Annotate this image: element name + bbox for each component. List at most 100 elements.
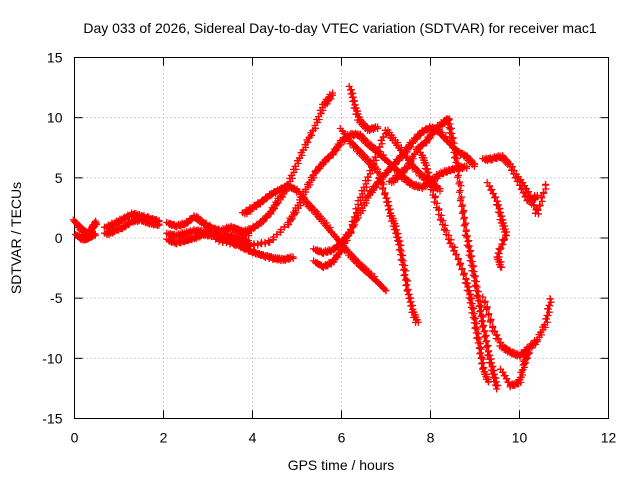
- data-point: [402, 282, 410, 290]
- y-tick-label: 0: [55, 230, 63, 246]
- data-point: [238, 242, 246, 250]
- x-tick-label: 2: [160, 430, 168, 446]
- data-point: [402, 267, 410, 275]
- data-point: [329, 89, 337, 97]
- data-point: [265, 237, 273, 245]
- data-point: [92, 217, 100, 225]
- data-point: [436, 187, 444, 195]
- data-point: [350, 213, 358, 221]
- data-point: [486, 318, 494, 326]
- y-tick-labels: -15 -10 -5 0 5 10 15: [42, 50, 62, 427]
- data-point: [481, 333, 489, 341]
- data-point: [498, 216, 506, 224]
- data-point: [291, 162, 299, 170]
- data-point: [93, 220, 101, 228]
- data-point: [489, 367, 497, 375]
- data-point: [497, 212, 505, 220]
- data-point: [473, 325, 481, 333]
- data-point: [476, 308, 484, 316]
- data-point: [445, 116, 453, 124]
- data-point: [155, 220, 163, 228]
- data-point: [545, 308, 553, 316]
- data-point: [246, 242, 254, 250]
- data-point: [488, 363, 496, 371]
- data-point: [467, 253, 475, 261]
- data-point: [375, 174, 383, 182]
- data-point: [455, 167, 463, 175]
- data-point: [449, 134, 457, 142]
- data-point: [537, 193, 545, 201]
- data-point: [466, 291, 474, 299]
- data-point: [542, 180, 550, 188]
- data-point: [399, 257, 407, 265]
- x-tick-label: 6: [338, 430, 346, 446]
- data-point: [479, 323, 487, 331]
- data-point: [466, 247, 474, 255]
- data-point: [470, 162, 478, 170]
- data-point: [479, 355, 487, 363]
- series-pass-late-d: [497, 349, 533, 391]
- x-tick-label: 12: [601, 430, 617, 446]
- data-point: [469, 305, 477, 313]
- data-point: [533, 191, 541, 199]
- data-point: [464, 243, 472, 251]
- data-point: [477, 303, 485, 311]
- data-point: [534, 206, 542, 214]
- data-point: [482, 306, 490, 314]
- data-point: [454, 255, 462, 263]
- data-point: [471, 272, 479, 280]
- series-pass-evening-b: [385, 115, 502, 393]
- data-point: [426, 176, 434, 184]
- data-point: [451, 145, 459, 153]
- data-point: [482, 343, 490, 351]
- data-point: [497, 263, 504, 271]
- data-point: [458, 209, 466, 217]
- data-point: [347, 225, 355, 233]
- data-point: [469, 263, 477, 271]
- data-point: [452, 251, 460, 259]
- y-tick-label: -5: [50, 290, 63, 306]
- data-point: [261, 240, 269, 248]
- data-point: [379, 185, 387, 193]
- data-point: [543, 318, 551, 326]
- data-point: [371, 153, 379, 161]
- data-point: [473, 283, 481, 291]
- series-pass-after-c: [336, 125, 422, 326]
- data-point: [500, 236, 508, 244]
- series-pass-morning-b: [100, 215, 163, 239]
- data-point: [547, 298, 555, 306]
- data-point: [484, 378, 492, 386]
- series-pass-late-a: [479, 152, 541, 206]
- y-tick-label: 15: [47, 50, 63, 66]
- data-point: [467, 247, 475, 255]
- data-point: [478, 360, 486, 368]
- data-point: [447, 125, 455, 133]
- data-point: [500, 222, 508, 230]
- data-point: [481, 299, 489, 307]
- data-point: [461, 220, 469, 228]
- data-point: [546, 295, 554, 303]
- data-point: [391, 222, 399, 230]
- data-point: [458, 202, 466, 210]
- y-tick-label: 10: [47, 110, 63, 126]
- series-pass-late-c: [479, 293, 555, 361]
- data-point: [477, 345, 485, 353]
- chart-title: Day 033 of 2026, Sidereal Day-to-day VTE…: [83, 20, 596, 36]
- y-axis-label: SDTVAR / TECUs: [8, 182, 24, 294]
- data-point: [496, 245, 504, 253]
- data-point: [467, 295, 475, 303]
- data-point: [460, 215, 468, 223]
- series-pass-evening-c: [416, 149, 493, 386]
- data-point: [491, 374, 499, 382]
- data-point: [479, 313, 487, 321]
- x-axis-label: GPS time / hours: [288, 457, 395, 473]
- data-point: [475, 335, 483, 343]
- data-point: [459, 271, 467, 279]
- series-pass-evening-a: [345, 82, 382, 134]
- data-point: [456, 197, 464, 205]
- data-point: [530, 202, 538, 210]
- data-point: [493, 385, 501, 393]
- data-point: [503, 232, 511, 240]
- series-pass-early-b: [72, 230, 99, 244]
